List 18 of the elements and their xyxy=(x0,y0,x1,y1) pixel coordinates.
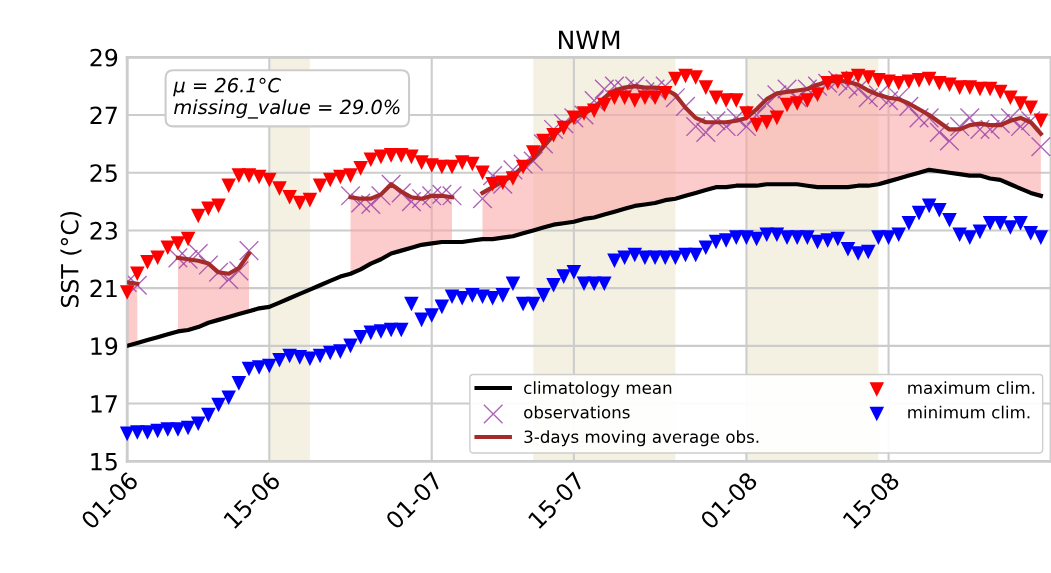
legend-label: maximum clim. xyxy=(908,381,1035,395)
chart-title: NWM xyxy=(559,30,620,49)
legend-label: climatology mean xyxy=(524,381,672,398)
y-tick-label: 27 xyxy=(90,106,117,124)
legend-label: 3-days moving average obs. xyxy=(524,430,759,447)
y-tick-label: 29 xyxy=(90,48,118,67)
y-tick-label: 21 xyxy=(90,279,117,298)
y-tick-label: 17 xyxy=(91,395,117,413)
annotation: missing_value = 29.0% xyxy=(174,99,400,119)
y-tick-label: 25 xyxy=(90,164,117,183)
legend-label: observations xyxy=(524,405,630,419)
y-axis-title: SST (°C) xyxy=(60,212,82,308)
legend-label: minimum clim. xyxy=(908,405,1030,419)
y-tick-label: 15 xyxy=(91,453,117,471)
y-tick-label: 19 xyxy=(91,337,118,356)
annotation: μ = 26.1°C xyxy=(173,77,281,97)
y-tick-label: 23 xyxy=(90,221,117,240)
line-series xyxy=(127,167,1043,348)
